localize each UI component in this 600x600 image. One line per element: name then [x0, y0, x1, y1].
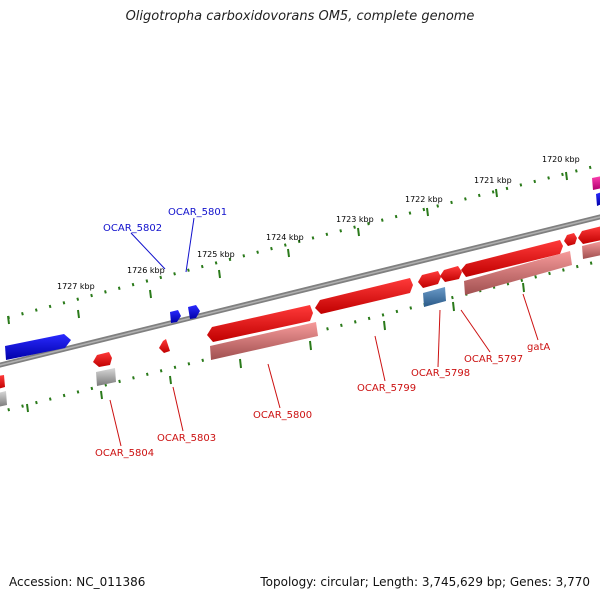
kbp-label-1726: 1726 kbp [127, 266, 165, 275]
label-ocar-5801: OCAR_5801 [168, 207, 227, 218]
accession-text: Accession: NC_011386 [9, 575, 146, 589]
gene-ocar-5804[interactable] [93, 352, 112, 367]
gene-edge-blue[interactable] [596, 192, 600, 206]
kbp-label-1721: 1721 kbp [474, 176, 512, 185]
kbp-label-1724: 1724 kbp [266, 233, 304, 242]
product-ocar-5800[interactable] [210, 322, 318, 360]
label-gata: gatA [527, 342, 550, 353]
gene-small-red-2[interactable] [578, 226, 600, 244]
gene-ocar-5802[interactable] [170, 310, 181, 323]
gene-ocar-5800[interactable] [207, 305, 313, 342]
label-ocar-5797: OCAR_5797 [464, 354, 523, 365]
backbone-highlight [0, 216, 600, 366]
label-ocar-5804: OCAR_5804 [95, 448, 154, 459]
label-connectors [109, 217, 539, 447]
gene-ocar-5803[interactable] [159, 339, 170, 353]
kbp-label-1727: 1727 kbp [57, 282, 95, 291]
kbp-label-1720: 1720 kbp [542, 155, 580, 164]
label-ocar-5800: OCAR_5800 [253, 410, 312, 421]
gene-gata[interactable] [461, 240, 563, 277]
product-edge-right[interactable] [582, 241, 600, 259]
label-ocar-5799: OCAR_5799 [357, 383, 416, 394]
gene-edge-red-left[interactable] [0, 375, 5, 389]
kbp-label-1723: 1723 kbp [336, 215, 374, 224]
gene-edge-magenta[interactable] [592, 176, 600, 190]
kbp-label-1722: 1722 kbp [405, 195, 443, 204]
gene-ocar-5798[interactable] [418, 271, 441, 288]
genome-summary-text: Topology: circular; Length: 3,745,629 bp… [260, 575, 590, 589]
label-ocar-5802: OCAR_5802 [103, 223, 162, 234]
gene-ocar-5797[interactable] [440, 266, 462, 282]
outer-major-ticks [7, 171, 568, 325]
kbp-label-1725: 1725 kbp [197, 250, 235, 259]
product-edge-left[interactable] [0, 391, 7, 407]
gene-ocar-5799[interactable] [315, 278, 413, 314]
outer-tick-ring [0, 163, 600, 322]
gene-reverse-large[interactable] [5, 334, 71, 360]
label-ocar-5798: OCAR_5798 [411, 368, 470, 379]
gene-ocar-5801[interactable] [188, 305, 200, 319]
map-title: Oligotropha carboxidovorans OM5, complet… [125, 9, 475, 24]
label-ocar-5803: OCAR_5803 [157, 433, 216, 444]
inner-major-ticks [26, 282, 525, 413]
product-ocar-5798[interactable] [423, 287, 446, 307]
product-ocar-5804[interactable] [96, 368, 116, 386]
gene-small-red-1[interactable] [564, 233, 577, 246]
product-gata[interactable] [464, 251, 572, 295]
